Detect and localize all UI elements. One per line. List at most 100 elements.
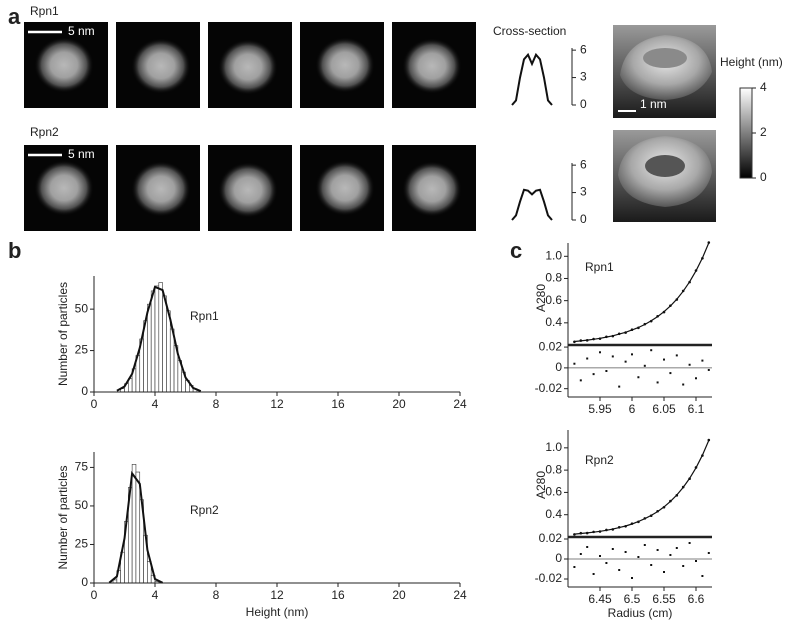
x-tick-label: 8 <box>213 588 220 602</box>
x-tick-label: 20 <box>392 588 406 602</box>
y-tick-label: 0 <box>580 97 587 111</box>
y-tick-label: 3 <box>580 70 587 84</box>
x-tick-label: 6.1 <box>688 402 705 416</box>
y-tick-label: 3 <box>580 185 587 199</box>
fit-curve <box>116 285 202 393</box>
x-tick-label: 8 <box>213 397 220 411</box>
histogram-bar <box>166 310 171 393</box>
y-tick-label: 25 <box>75 343 89 357</box>
x-tick-label: 6.5 <box>624 592 641 606</box>
y-tick-label: 25 <box>75 537 89 551</box>
histogram-bar <box>147 303 152 393</box>
residual-point <box>643 364 646 367</box>
particle <box>34 160 94 216</box>
y-tick-label: 1.0 <box>545 440 562 454</box>
x-tick-label: 6.55 <box>652 592 676 606</box>
histogram-bar <box>162 295 167 393</box>
y-tick-label: 0.8 <box>545 462 562 476</box>
residual-point <box>592 573 595 575</box>
scale-bar-label: 5 nm <box>68 147 95 161</box>
residual-point <box>682 383 685 386</box>
scale-bar-label: 5 nm <box>68 24 95 38</box>
y-axis-label: A280 <box>534 284 548 312</box>
residual-point <box>707 368 710 371</box>
y-tick-label: 1.0 <box>545 248 562 262</box>
residual-point <box>579 553 582 555</box>
colorbar-title: Height (nm) <box>720 55 783 69</box>
fit-curve <box>574 440 710 535</box>
y-tick-label: 0 <box>555 360 562 374</box>
y-tick-label: 0 <box>81 384 88 398</box>
x-tick-label: 0 <box>91 397 98 411</box>
annotation: Rpn2 <box>190 503 219 517</box>
annotation: Rpn1 <box>190 309 219 323</box>
residual-point <box>599 555 601 557</box>
particle <box>131 38 191 94</box>
fit-curve <box>108 470 164 584</box>
particle <box>402 161 462 217</box>
y-tick-label: 50 <box>75 498 89 512</box>
annotation: Rpn1 <box>585 260 614 274</box>
y-tick-label: -0.02 <box>535 381 563 395</box>
y-tick-label: 0 <box>555 551 562 565</box>
residual-point <box>643 544 646 546</box>
y-tick-label: 6 <box>580 157 587 171</box>
residual-point <box>605 562 608 564</box>
residual-point <box>669 372 672 375</box>
x-tick-label: 16 <box>331 397 345 411</box>
y-axis-label: A280 <box>534 471 548 499</box>
y-tick-label: 0.02 <box>539 531 563 545</box>
residual-point <box>611 355 614 358</box>
colorbar-tick-label: 2 <box>760 125 767 139</box>
y-tick-label: 75 <box>75 460 89 474</box>
histogram-bar <box>135 471 141 584</box>
residual-point <box>586 546 589 548</box>
residual-point <box>637 556 640 558</box>
residual-point <box>695 560 697 562</box>
render-3d <box>613 25 716 118</box>
x-tick-label: 12 <box>270 588 284 602</box>
x-tick-label: 20 <box>392 397 406 411</box>
particle <box>218 162 278 218</box>
row-label: Rpn2 <box>30 125 59 139</box>
x-tick-label: 6.05 <box>652 402 676 416</box>
y-tick-label: 0.02 <box>539 339 563 353</box>
residual-point <box>650 349 653 352</box>
y-tick-label: 0.4 <box>545 315 562 329</box>
residual-point <box>656 381 659 384</box>
panel-label: b <box>8 238 21 263</box>
residual-point <box>675 354 678 357</box>
x-tick-label: 12 <box>270 397 284 411</box>
residual-point <box>637 376 640 379</box>
y-tick-label: 0 <box>81 575 88 589</box>
residual-point <box>650 564 653 566</box>
residual-point <box>618 385 621 388</box>
x-tick-label: 0 <box>91 588 98 602</box>
colorbar-tick-label: 0 <box>760 170 767 184</box>
residual-point <box>675 547 678 549</box>
annotation: Rpn2 <box>585 453 614 467</box>
y-axis-label: Number of particles <box>56 282 70 386</box>
particle <box>402 38 462 94</box>
residual-point <box>663 358 665 361</box>
residual-point <box>618 569 621 571</box>
histogram-bar <box>158 282 163 393</box>
y-tick-label: 0.8 <box>545 271 562 285</box>
fit-curve <box>574 242 710 343</box>
cross-section-curve <box>511 188 553 221</box>
residual-point <box>579 379 582 382</box>
row-label: Rpn1 <box>30 4 59 18</box>
residual-point <box>669 554 672 556</box>
y-tick-label: 0.4 <box>545 507 562 521</box>
residual-point <box>701 575 704 577</box>
y-axis-label: Number of particles <box>56 465 70 569</box>
residual-point <box>631 577 633 579</box>
x-tick-label: 5.95 <box>588 402 612 416</box>
scale-bar-label: 1 nm <box>640 97 667 111</box>
residual-point <box>707 552 710 554</box>
y-tick-label: 6 <box>580 42 587 56</box>
residual-point <box>695 377 697 380</box>
particle <box>315 37 375 93</box>
